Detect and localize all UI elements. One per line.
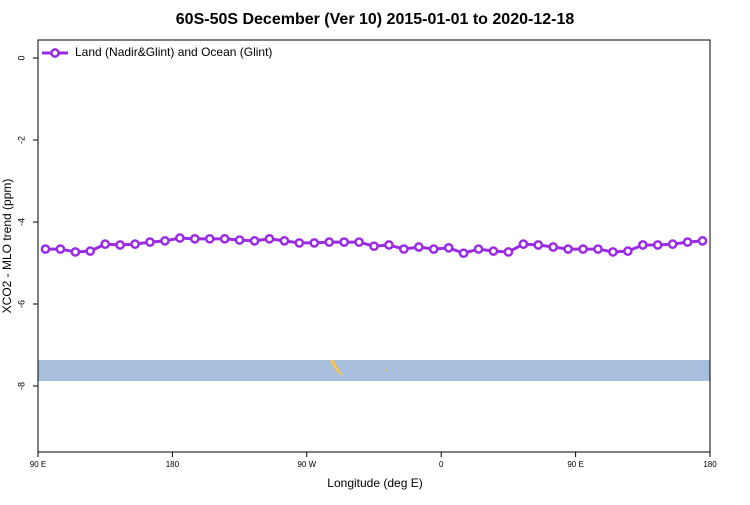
data-point: [384, 240, 394, 250]
data-point: [458, 248, 469, 259]
data-point: [354, 237, 364, 247]
data-point: [234, 235, 245, 245]
data-point: [324, 237, 335, 247]
data-point: [145, 237, 155, 247]
data-point: [115, 240, 125, 250]
data-point: [413, 242, 424, 252]
data-point: [369, 241, 379, 252]
data-point: [533, 240, 544, 250]
data-point: [399, 244, 409, 254]
y-tick-label: -6: [16, 300, 26, 308]
data-point: [697, 236, 708, 246]
map-land: [330, 360, 344, 375]
data-point: [443, 242, 454, 253]
data-point: [249, 236, 260, 246]
data-point: [55, 244, 66, 254]
data-point: [652, 240, 663, 250]
data-point: [473, 244, 484, 254]
map-strip: [38, 360, 710, 381]
data-point: [85, 246, 96, 256]
x-tick-label: 90 E: [567, 460, 583, 469]
data-point: [593, 244, 603, 254]
data-point: [608, 247, 618, 257]
data-point: [623, 246, 633, 256]
x-tick-label: 180: [166, 460, 180, 469]
legend-label: Land (Nadir&Glint) and Ocean (Glint): [75, 45, 272, 59]
chart-title: 60S-50S December (Ver 10) 2015-01-01 to …: [176, 11, 575, 28]
data-point: [264, 233, 275, 244]
y-tick-label: 0: [16, 56, 26, 61]
y-tick-label: -2: [16, 136, 26, 144]
data-point: [160, 236, 170, 246]
data-point: [204, 233, 215, 244]
x-tick-label: 0: [439, 460, 444, 469]
data-point: [667, 239, 678, 250]
data-point: [518, 239, 529, 250]
data-point: [503, 247, 514, 257]
data-point: [70, 247, 81, 257]
data-point: [130, 239, 140, 250]
data-point: [339, 237, 349, 247]
data-point: [279, 236, 290, 246]
y-tick-label: -4: [16, 218, 26, 226]
data-point: [294, 238, 305, 248]
data-point: [488, 246, 499, 256]
x-tick-label: 90 W: [297, 460, 316, 469]
data-point: [428, 244, 439, 254]
y-tick-label: -8: [16, 382, 26, 390]
x-tick-label: 180: [703, 460, 717, 469]
data-point: [40, 244, 51, 254]
data-point: [189, 233, 200, 244]
x-tick-label: 90 E: [30, 460, 46, 469]
data-point: [175, 233, 185, 243]
map-land: [386, 369, 388, 371]
data-point: [219, 233, 230, 244]
data-point: [682, 237, 693, 247]
data-point: [548, 242, 559, 252]
data-point: [578, 244, 588, 254]
x-axis-label: Longitude (deg E): [327, 476, 422, 490]
data-point: [637, 240, 648, 250]
data-point: [309, 238, 320, 248]
legend-marker: [50, 48, 60, 58]
y-axis-label: XCO2 - MLO trend (ppm): [0, 179, 14, 314]
data-point: [563, 244, 573, 254]
plot-frame: [37, 39, 711, 453]
data-point: [100, 239, 111, 250]
